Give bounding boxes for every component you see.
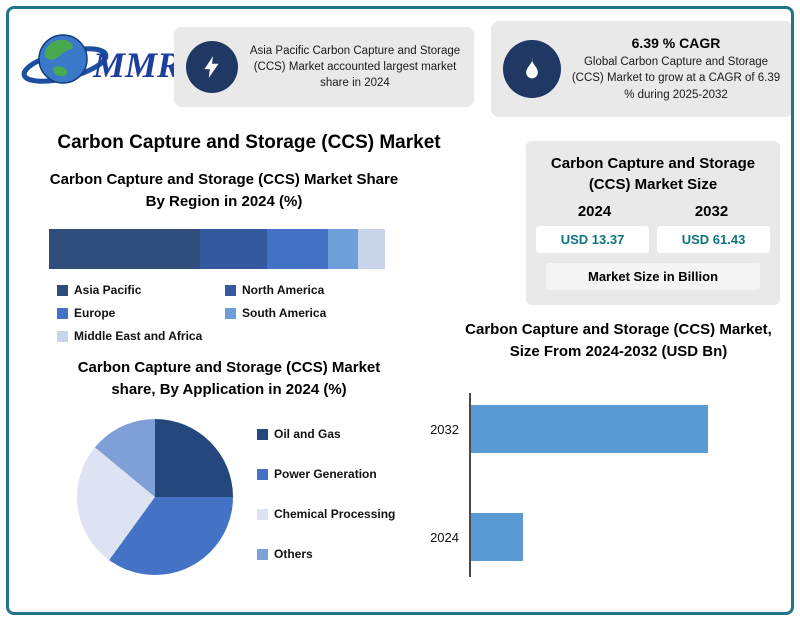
year-2032-label: 2032 (694, 203, 729, 220)
legend-label: Power Generation (274, 467, 377, 481)
y-axis (469, 393, 471, 577)
globe-continent (44, 39, 73, 60)
market-value-2024: USD 13.37 (536, 226, 649, 253)
lightning-icon (204, 56, 219, 78)
bar-2032 (471, 405, 709, 453)
globe-continent (53, 66, 68, 77)
market-size-bar-chart: 2032 2024 (407, 391, 782, 579)
stacked-segment (267, 229, 328, 269)
globe-outline (38, 34, 88, 84)
market-size-years: 2024 2032 (536, 203, 770, 220)
market-value-2032: USD 61.43 (657, 226, 770, 253)
legend-label: Europe (74, 306, 116, 320)
region-highlight-card: Asia Pacific Carbon Capture and Storage … (174, 27, 474, 107)
mmr-logo-graphic: MMR (21, 34, 181, 85)
main-title: Carbon Capture and Storage (CCS) Market (57, 132, 441, 153)
region-chart-title: Carbon Capture and Storage (CCS) Market … (49, 171, 399, 210)
legend-swatch (57, 330, 68, 342)
bar-row-2024: 2024 (407, 513, 780, 561)
legend-swatch (225, 307, 236, 319)
legend-swatch (257, 508, 268, 520)
legend-swatch (257, 468, 268, 480)
market-size-values: USD 13.37 USD 61.43 (536, 226, 770, 253)
bar-label: 2024 (430, 529, 459, 545)
flame-icon (526, 57, 538, 79)
legend-item: Oil and Gas (257, 427, 395, 441)
legend-label: South America (242, 306, 327, 320)
legend-item: Middle East and Africa (57, 329, 225, 343)
legend-item: Chemical Processing (257, 507, 395, 521)
application-chart-title: Carbon Capture and Storage (CCS) Market … (77, 359, 381, 398)
market-size-title: Carbon Capture and Storage (CCS) Market … (550, 155, 756, 193)
legend-label: Chemical Processing (274, 507, 396, 521)
region-legend: Asia Pacific North America Europe South … (57, 283, 395, 343)
bar-label: 2032 (430, 421, 459, 437)
region-highlight-text: Asia Pacific Carbon Capture and Storage … (249, 44, 461, 90)
legend-swatch (257, 428, 268, 440)
legend-label: Others (274, 547, 313, 561)
application-legend: Oil and Gas Power Generation Chemical Pr… (257, 427, 395, 561)
stacked-segment (49, 229, 201, 269)
legend-label: North America (242, 283, 325, 297)
logo-text: MMR (92, 45, 176, 85)
infographic-frame: MMR Asia Pacific Carbon Capture and Stor… (6, 6, 794, 615)
legend-item: North America (225, 283, 395, 297)
market-size-card: Carbon Capture and Storage (CCS) Market … (526, 141, 780, 305)
legend-swatch (257, 548, 268, 560)
cagr-text-block: 6.39 % CAGR Global Carbon Capture and St… (571, 35, 781, 102)
legend-swatch (57, 284, 68, 296)
bar-row-2032: 2032 (407, 405, 780, 453)
legend-item: Power Generation (257, 467, 395, 481)
cagr-heading: 6.39 % CAGR (631, 35, 721, 52)
market-size-note: Market Size in Billion (546, 263, 760, 290)
bar-track (471, 513, 780, 561)
flame-badge (503, 40, 561, 98)
stacked-segment (200, 229, 268, 269)
legend-label: Oil and Gas (274, 427, 341, 441)
legend-swatch (57, 307, 68, 319)
legend-item: South America (225, 306, 395, 320)
market-size-chart-title: Carbon Capture and Storage (CCS) Market,… (465, 321, 772, 360)
stacked-segment (327, 229, 359, 269)
mmr-logo: MMR (21, 21, 181, 106)
bar-2024 (471, 513, 523, 561)
legend-item: Others (257, 547, 395, 561)
legend-label: Asia Pacific (74, 283, 142, 297)
cagr-note: Global Carbon Capture and Storage (CCS) … (571, 56, 781, 101)
legend-swatch (225, 284, 236, 296)
cagr-card: 6.39 % CAGR Global Carbon Capture and St… (491, 21, 791, 117)
stacked-segment (358, 229, 385, 269)
legend-item: Europe (57, 306, 225, 320)
legend-label: Middle East and Africa (74, 329, 203, 343)
legend-item: Asia Pacific (57, 283, 225, 297)
lightning-badge (186, 41, 238, 93)
region-stacked-bar (49, 229, 385, 269)
application-pie (77, 419, 233, 575)
bar-track (471, 405, 780, 453)
year-2024-label: 2024 (577, 203, 612, 220)
